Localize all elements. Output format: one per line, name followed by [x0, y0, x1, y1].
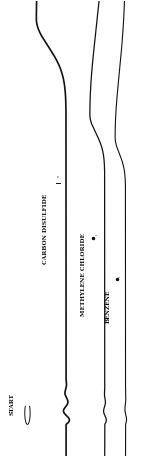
- Text: CARBON DISULFIDE: CARBON DISULFIDE: [43, 193, 48, 264]
- Text: -: -: [94, 233, 96, 238]
- Text: ': ': [56, 175, 58, 181]
- Text: START: START: [10, 393, 15, 415]
- Text: METHYLENE CHLORIDE: METHYLENE CHLORIDE: [81, 233, 86, 316]
- Text: BENZENE: BENZENE: [105, 289, 110, 323]
- Text: -: -: [118, 275, 120, 280]
